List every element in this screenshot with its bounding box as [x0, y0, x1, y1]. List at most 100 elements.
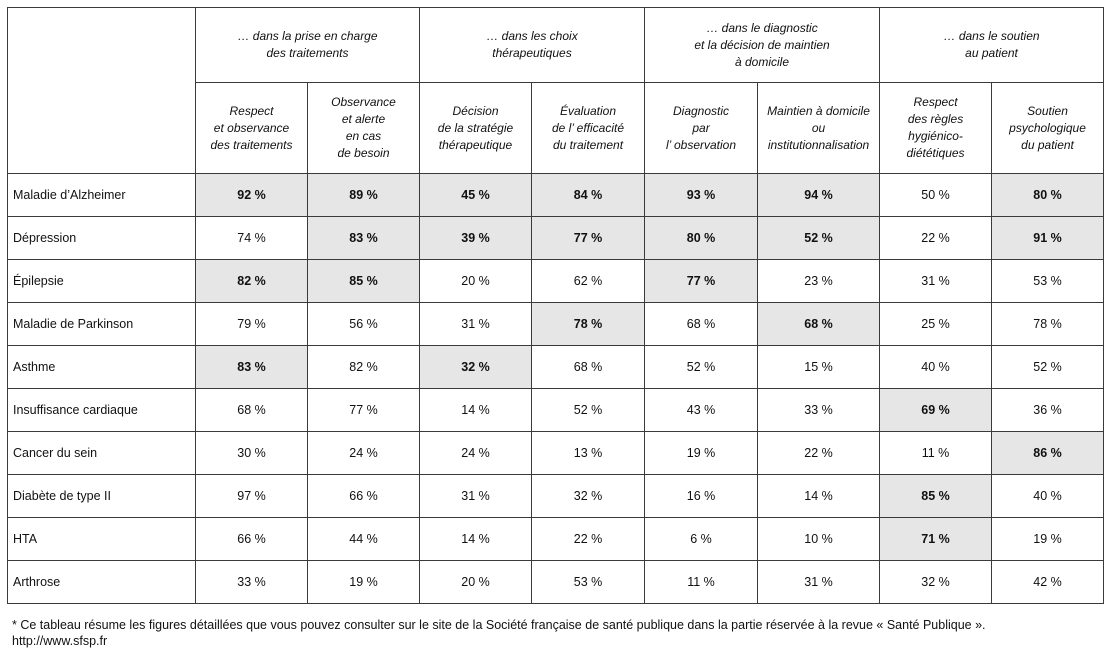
- value-cell: 43 %: [644, 388, 759, 432]
- highlighted-value-cell: 68 %: [757, 302, 881, 346]
- highlighted-value-cell: 39 %: [419, 216, 532, 260]
- value-cell: 40 %: [991, 474, 1105, 518]
- row-label: Maladie d’Alzheimer: [7, 173, 196, 217]
- column-header-row: Respect et observance des traitements Ob…: [8, 82, 1105, 174]
- highlighted-value-cell: 69 %: [879, 388, 993, 432]
- table-row: Asthme 83 % 82 % 32 % 68 % 52 % 15 % 40 % 52 %: [7, 345, 1105, 389]
- value-cell: 24 %: [307, 431, 420, 475]
- highlighted-value-cell: 84 %: [530, 173, 646, 217]
- footnote: * Ce tableau résume les figures détaillé…: [12, 617, 1102, 649]
- value-cell: 31 %: [879, 259, 993, 303]
- column-header: Respect et observance des traitements: [195, 82, 308, 174]
- highlighted-value-cell: 91 %: [991, 216, 1105, 260]
- row-label: Arthrose: [7, 560, 196, 604]
- row-label: Dépression: [7, 216, 196, 260]
- column-header: Maintien à domicile ou institutionnalisa…: [757, 82, 881, 174]
- row-label: Épilepsie: [7, 259, 196, 303]
- value-cell: 31 %: [419, 302, 532, 346]
- value-cell: 68 %: [195, 388, 308, 432]
- value-cell: 42 %: [991, 560, 1105, 604]
- column-header: Diagnostic par l’ observation: [644, 82, 759, 174]
- corner-cell: [7, 7, 196, 174]
- table-body: Maladie d’Alzheimer 92 % 89 % 45 % 84 % 93 % 9…: [7, 173, 1105, 604]
- row-label: Cancer du sein: [7, 431, 196, 475]
- column-header: Décision de la stratégie thérapeutique: [419, 82, 532, 174]
- table-row: Cancer du sein 30 % 24 % 24 % 13 % 19 % 22 % 11…: [7, 431, 1105, 475]
- highlighted-value-cell: 92 %: [195, 173, 308, 217]
- value-cell: 13 %: [530, 431, 646, 475]
- value-cell: 52 %: [991, 345, 1105, 389]
- value-cell: 52 %: [644, 345, 759, 389]
- value-cell: 32 %: [879, 560, 993, 604]
- value-cell: 50 %: [879, 173, 993, 217]
- value-cell: 14 %: [419, 388, 532, 432]
- value-cell: 11 %: [644, 560, 759, 604]
- value-cell: 78 %: [991, 302, 1105, 346]
- value-cell: 53 %: [991, 259, 1105, 303]
- highlighted-value-cell: 86 %: [991, 431, 1105, 475]
- table-row: HTA 66 % 44 % 14 % 22 % 6 % 10 % 71 % 19 %: [7, 517, 1105, 561]
- table-row: Diabète de type II 97 % 66 % 31 % 32 % 16 % 14…: [7, 474, 1105, 518]
- value-cell: 25 %: [879, 302, 993, 346]
- value-cell: 23 %: [757, 259, 881, 303]
- table-row: Maladie d’Alzheimer 92 % 89 % 45 % 84 % 93 % 9…: [7, 173, 1105, 217]
- highlighted-value-cell: 83 %: [195, 345, 308, 389]
- value-cell: 33 %: [757, 388, 881, 432]
- group-header: … dans le soutien au patient: [879, 7, 1105, 83]
- highlighted-value-cell: 77 %: [530, 216, 646, 260]
- value-cell: 24 %: [419, 431, 532, 475]
- value-cell: 33 %: [195, 560, 308, 604]
- value-cell: 66 %: [195, 517, 308, 561]
- highlighted-value-cell: 94 %: [757, 173, 881, 217]
- value-cell: 68 %: [530, 345, 646, 389]
- value-cell: 53 %: [530, 560, 646, 604]
- value-cell: 30 %: [195, 431, 308, 475]
- value-cell: 36 %: [991, 388, 1105, 432]
- value-cell: 19 %: [644, 431, 759, 475]
- column-header: Évaluation de l’ efficacité du traitemen…: [530, 82, 646, 174]
- footnote-text: * Ce tableau résume les figures détaillé…: [12, 618, 986, 632]
- column-header: Observance et alerte en cas de besoin: [307, 82, 420, 174]
- value-cell: 20 %: [419, 560, 532, 604]
- highlighted-value-cell: 45 %: [419, 173, 532, 217]
- highlighted-value-cell: 82 %: [195, 259, 308, 303]
- value-cell: 40 %: [879, 345, 993, 389]
- table-row: Insuffisance cardiaque 68 % 77 % 14 % 52 % 43…: [7, 388, 1105, 432]
- value-cell: 56 %: [307, 302, 420, 346]
- value-cell: 19 %: [307, 560, 420, 604]
- value-cell: 15 %: [757, 345, 881, 389]
- group-header: … dans la prise en charge des traitement…: [195, 7, 420, 83]
- value-cell: 14 %: [757, 474, 881, 518]
- value-cell: 52 %: [530, 388, 646, 432]
- table-row: Épilepsie 82 % 85 % 20 % 62 % 77 % 23 % 31 % 53 …: [7, 259, 1105, 303]
- table-row: Dépression 74 % 83 % 39 % 77 % 80 % 52 % 22 % 91…: [7, 216, 1105, 260]
- table-row: Maladie de Parkinson 79 % 56 % 31 % 78 % 68 %…: [7, 302, 1105, 346]
- value-cell: 66 %: [307, 474, 420, 518]
- highlighted-value-cell: 83 %: [307, 216, 420, 260]
- highlighted-value-cell: 89 %: [307, 173, 420, 217]
- value-cell: 97 %: [195, 474, 308, 518]
- group-header: … dans les choix thérapeutiques: [418, 7, 646, 83]
- value-cell: 82 %: [307, 345, 420, 389]
- value-cell: 22 %: [879, 216, 993, 260]
- highlighted-value-cell: 80 %: [991, 173, 1105, 217]
- value-cell: 68 %: [644, 302, 759, 346]
- highlighted-value-cell: 71 %: [879, 517, 993, 561]
- highlighted-value-cell: 78 %: [530, 302, 646, 346]
- value-cell: 16 %: [644, 474, 759, 518]
- value-cell: 74 %: [195, 216, 308, 260]
- highlighted-value-cell: 85 %: [307, 259, 420, 303]
- row-label: Diabète de type II: [7, 474, 196, 518]
- value-cell: 22 %: [757, 431, 881, 475]
- row-label: HTA: [7, 517, 196, 561]
- row-label: Maladie de Parkinson: [7, 302, 196, 346]
- column-header: Soutien psychologique du patient: [991, 82, 1105, 174]
- highlighted-value-cell: 80 %: [644, 216, 759, 260]
- highlighted-value-cell: 32 %: [419, 345, 532, 389]
- highlighted-value-cell: 93 %: [644, 173, 759, 217]
- row-label: Asthme: [7, 345, 196, 389]
- value-cell: 77 %: [307, 388, 420, 432]
- value-cell: 19 %: [991, 517, 1105, 561]
- highlighted-value-cell: 77 %: [644, 259, 759, 303]
- value-cell: 31 %: [757, 560, 881, 604]
